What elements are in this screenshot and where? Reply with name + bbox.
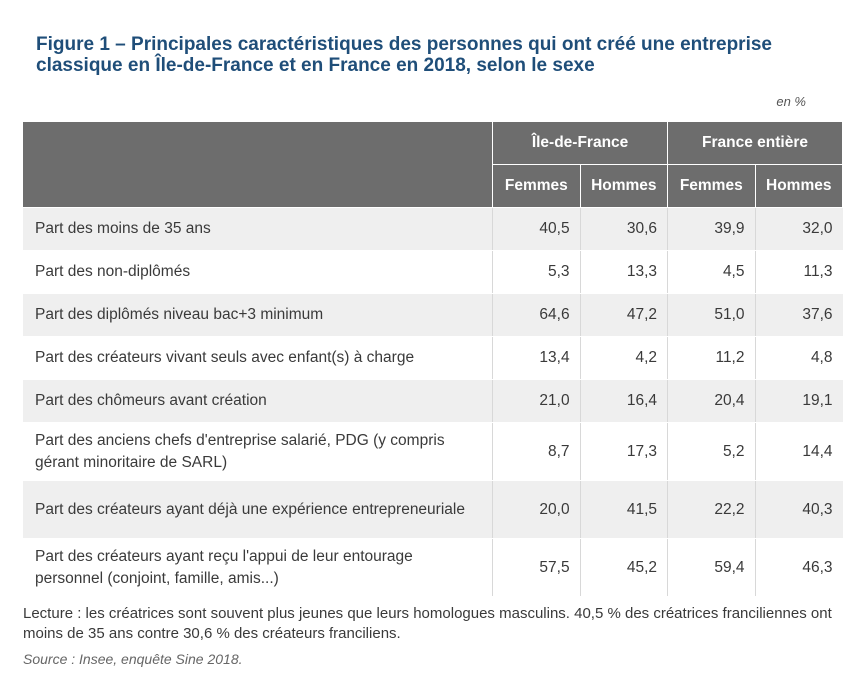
table-row: Part des créateurs ayant reçu l'appui de… [23, 538, 843, 597]
row-label: Part des chômeurs avant création [23, 379, 493, 423]
subheader-idf-femmes: Femmes [492, 164, 581, 208]
corner-header [23, 121, 494, 208]
reading-note: Lecture : les créatrices sont souvent pl… [23, 605, 832, 642]
cell-value: 19,1 [754, 379, 843, 423]
cell-value: 20,4 [667, 379, 755, 423]
table-row: Part des anciens chefs d'entreprise sala… [23, 422, 843, 481]
cell-value: 17,3 [579, 422, 668, 481]
cell-value: 11,3 [754, 250, 843, 294]
cell-value: 32,0 [754, 207, 843, 251]
unit-label: en % [776, 94, 806, 109]
cell-value: 11,2 [667, 336, 755, 380]
cell-value: 4,8 [754, 336, 843, 380]
data-table: Île-de-France France entière Femmes Homm… [23, 121, 843, 597]
source-note: Source : Insee, enquête Sine 2018. [23, 651, 243, 667]
table-row: Part des créateurs vivant seuls avec enf… [23, 336, 843, 380]
cell-value: 21,0 [492, 379, 581, 423]
cell-value: 40,3 [754, 480, 843, 539]
cell-value: 64,6 [492, 293, 581, 337]
cell-value: 5,3 [492, 250, 581, 294]
cell-value: 13,4 [492, 336, 581, 380]
cell-value: 39,9 [667, 207, 755, 251]
group-header-idf: Île-de-France [492, 121, 669, 165]
cell-value: 37,6 [754, 293, 843, 337]
subheader-france-hommes: Hommes [754, 164, 843, 208]
cell-value: 51,0 [667, 293, 755, 337]
cell-value: 5,2 [667, 422, 755, 481]
row-label: Part des créateurs ayant reçu l'appui de… [23, 538, 493, 597]
cell-value: 46,3 [754, 538, 843, 597]
row-label: Part des créateurs vivant seuls avec enf… [23, 336, 493, 380]
cell-value: 13,3 [579, 250, 668, 294]
cell-value: 22,2 [667, 480, 755, 539]
subheader-idf-hommes: Hommes [579, 164, 669, 208]
group-header-france: France entière [667, 121, 843, 165]
cell-value: 16,4 [579, 379, 668, 423]
table-row: Part des diplômés niveau bac+3 minimum 6… [23, 293, 843, 337]
table-row: Part des moins de 35 ans 40,5 30,6 39,9 … [23, 207, 843, 251]
cell-value: 20,0 [492, 480, 581, 539]
cell-value: 8,7 [492, 422, 581, 481]
cell-value: 30,6 [579, 207, 668, 251]
cell-value: 47,2 [579, 293, 668, 337]
row-label: Part des anciens chefs d'entreprise sala… [23, 422, 493, 481]
cell-value: 59,4 [667, 538, 755, 597]
table-row: Part des créateurs ayant déjà une expéri… [23, 480, 843, 539]
cell-value: 14,4 [754, 422, 843, 481]
row-label: Part des diplômés niveau bac+3 minimum [23, 293, 493, 337]
table-row: Part des chômeurs avant création 21,0 16… [23, 379, 843, 423]
cell-value: 4,5 [667, 250, 755, 294]
cell-value: 4,2 [579, 336, 668, 380]
cell-value: 41,5 [579, 480, 668, 539]
cell-value: 57,5 [492, 538, 581, 597]
subheader-france-femmes: Femmes [667, 164, 756, 208]
table-row: Part des non-diplômés 5,3 13,3 4,5 11,3 [23, 250, 843, 294]
row-label: Part des moins de 35 ans [23, 207, 493, 251]
cell-value: 45,2 [579, 538, 668, 597]
row-label: Part des non-diplômés [23, 250, 493, 294]
figure-title: Figure 1 – Principales caractéristiques … [36, 34, 772, 76]
row-label: Part des créateurs ayant déjà une expéri… [23, 480, 493, 539]
cell-value: 40,5 [492, 207, 581, 251]
